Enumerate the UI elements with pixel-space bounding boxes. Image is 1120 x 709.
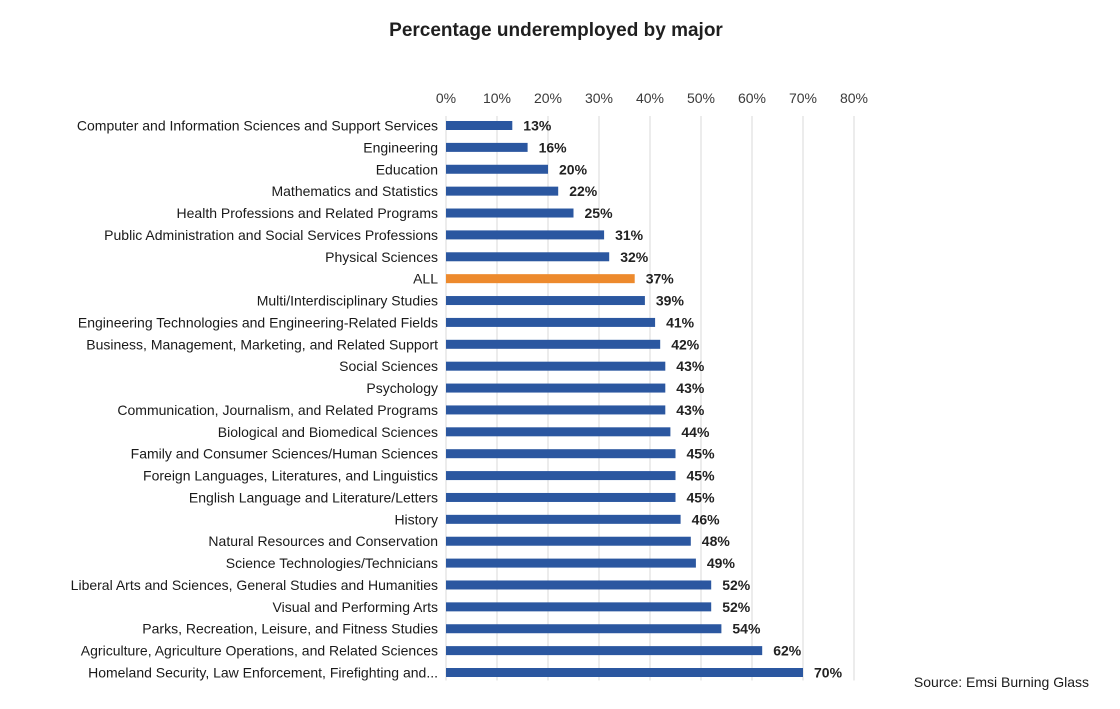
data-label: 44% <box>681 424 710 440</box>
category-label: Engineering <box>363 139 438 155</box>
category-labels: Computer and Information Sciences and Su… <box>71 118 439 681</box>
source-note: Source: Emsi Burning Glass <box>913 674 1089 690</box>
bar <box>446 339 661 349</box>
x-tick-label: 20% <box>534 90 562 106</box>
data-label: 25% <box>585 205 614 221</box>
data-label: 45% <box>687 446 716 462</box>
data-label: 48% <box>702 533 731 549</box>
category-label: Mathematics and Statistics <box>271 183 438 199</box>
category-label: Social Sciences <box>339 358 438 374</box>
category-label: Communication, Journalism, and Related P… <box>117 402 438 418</box>
category-label: Agriculture, Agriculture Operations, and… <box>81 643 438 659</box>
bar <box>446 142 528 152</box>
bar <box>446 536 691 546</box>
category-label: Education <box>376 161 438 177</box>
data-label: 42% <box>671 336 700 352</box>
category-label: Psychology <box>366 380 438 396</box>
value-labels: 13% 16% 20% 22% 25%31% 32% 37% 39% 41% 42% 43% 43% 4… <box>523 118 842 681</box>
category-label: Physical Sciences <box>325 249 438 265</box>
category-label: Natural Resources and Conservation <box>208 533 438 549</box>
category-label: Science Technologies/Technicians <box>226 555 438 571</box>
data-label: 13% <box>523 118 552 134</box>
x-tick-label: 60% <box>738 90 766 106</box>
category-label: Business, Management, Marketing, and Rel… <box>86 336 438 352</box>
data-label: 49% <box>707 555 736 571</box>
bar <box>446 668 803 677</box>
category-label: Biological and Biomedical Sciences <box>218 424 438 440</box>
category-label: Foreign Languages, Literatures, and Ling… <box>143 468 438 484</box>
bar <box>446 558 696 568</box>
data-label: 43% <box>676 380 705 396</box>
data-label: 45% <box>687 489 716 505</box>
data-label: 54% <box>732 621 761 637</box>
bar <box>446 624 722 634</box>
x-tick-label: 10% <box>483 90 511 106</box>
bar <box>446 471 676 481</box>
bar <box>446 296 645 306</box>
x-tick-label: 30% <box>585 90 613 106</box>
data-label: 20% <box>559 161 588 177</box>
x-tick-label: 40% <box>636 90 664 106</box>
data-label: 62% <box>773 643 802 659</box>
x-tick-label: 80% <box>840 90 868 106</box>
category-label: Homeland Security, Law Enforcement, Fire… <box>88 665 438 681</box>
gridlines <box>445 116 855 681</box>
bar <box>446 361 666 371</box>
x-axis-ticks: 0% 10% 20% 30% 40% 50% 60% 70% 80% <box>436 90 868 106</box>
category-label: Visual and Performing Arts <box>273 599 439 615</box>
bar <box>446 317 656 327</box>
category-label: ALL <box>413 271 438 287</box>
data-label: 70% <box>814 665 843 681</box>
bar <box>446 602 712 612</box>
data-label: 52% <box>722 577 751 593</box>
bar <box>446 208 574 218</box>
bar <box>446 252 610 262</box>
bar <box>446 230 605 240</box>
bar <box>446 405 666 415</box>
bar <box>446 514 681 524</box>
data-label: 43% <box>676 358 705 374</box>
data-label: 37% <box>646 271 675 287</box>
bars <box>446 121 803 677</box>
bar <box>446 427 671 437</box>
bar <box>446 164 548 174</box>
data-label: 22% <box>569 183 598 199</box>
x-tick-label: 70% <box>789 90 817 106</box>
data-label: 45% <box>687 468 716 484</box>
bar-highlight <box>446 274 635 284</box>
category-label: History <box>394 511 438 527</box>
data-label: 31% <box>615 227 644 243</box>
bar <box>446 383 666 393</box>
bar <box>446 186 559 196</box>
category-label: Engineering Technologies and Engineering… <box>78 314 438 330</box>
category-label: Computer and Information Sciences and Su… <box>77 118 438 134</box>
data-label: 16% <box>539 139 568 155</box>
x-tick-label: 50% <box>687 90 715 106</box>
data-label: 46% <box>692 511 721 527</box>
bar <box>446 121 513 130</box>
chart-title: Percentage underemployed by major <box>389 20 723 41</box>
data-label: 43% <box>676 402 705 418</box>
category-label: Family and Consumer Sciences/Human Scien… <box>131 446 438 462</box>
data-label: 32% <box>620 249 649 265</box>
category-label: Parks, Recreation, Leisure, and Fitness … <box>142 621 438 637</box>
data-label: 41% <box>666 314 695 330</box>
bar <box>446 646 763 656</box>
x-tick-label: 0% <box>436 90 456 106</box>
category-label: Public Administration and Social Service… <box>104 227 438 243</box>
bar <box>446 580 712 590</box>
category-label: Liberal Arts and Sciences, General Studi… <box>71 577 438 593</box>
category-label: Health Professions and Related Programs <box>177 205 438 221</box>
bar <box>446 449 676 459</box>
data-label: 52% <box>722 599 751 615</box>
category-label: Multi/Interdisciplinary Studies <box>257 293 438 309</box>
data-label: 39% <box>656 293 685 309</box>
bar <box>446 492 676 502</box>
category-label: English Language and Literature/Letters <box>189 489 438 505</box>
